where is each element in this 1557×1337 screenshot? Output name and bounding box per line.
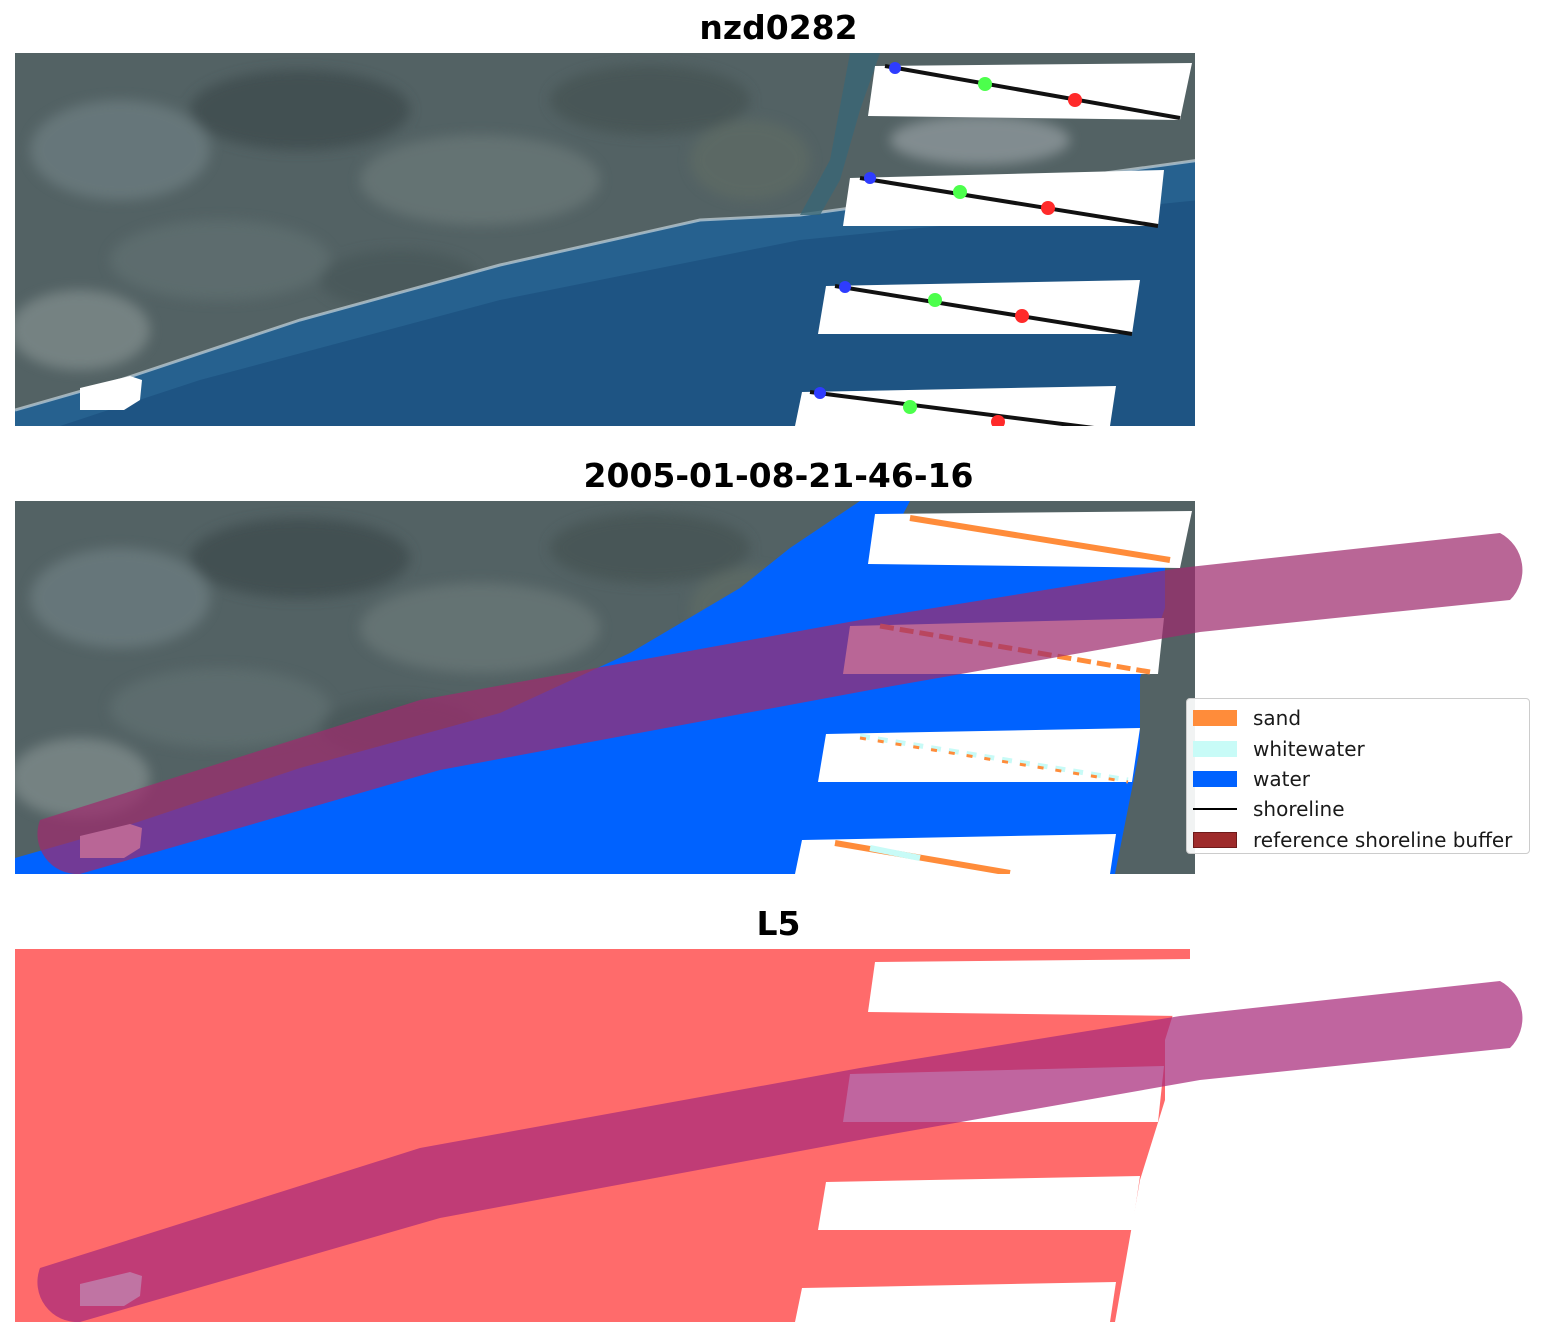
legend-label-whitewater: whitewater (1253, 736, 1365, 761)
panel-title-satellite: L5 (756, 904, 801, 943)
cloud-mask-patch (80, 376, 142, 410)
legend-item-sand: sand (1193, 703, 1523, 733)
legend-label-buffer: reference shoreline buffer (1253, 827, 1513, 852)
legend-item-buffer: reference shoreline buffer (1193, 825, 1523, 855)
classified-image-panel (15, 501, 1523, 874)
legend-swatch-buffer (1193, 831, 1237, 848)
panel-title-rgb: nzd0282 (699, 8, 858, 47)
legend-swatch-sand (1193, 710, 1237, 727)
legend-item-shoreline: shoreline (1193, 794, 1523, 824)
legend-item-water: water (1193, 764, 1523, 794)
legend-label-water: water (1253, 766, 1310, 791)
reference-shoreline-buffer-l5 (37, 981, 1523, 1322)
satellite-mask-panel (15, 949, 1523, 1322)
reference-shoreline-buffer (37, 533, 1523, 874)
panel-title-classified: 2005-01-08-21-46-16 (583, 456, 974, 495)
terrain-texture (15, 65, 1070, 370)
stripe-edge-colors (809, 62, 1181, 426)
river-channel (800, 53, 880, 215)
legend: sand whitewater water shoreline referenc… (1186, 698, 1530, 854)
rgb-image-panel (15, 53, 1195, 426)
legend-swatch-whitewater (1193, 740, 1237, 757)
legend-item-whitewater: whitewater (1193, 733, 1523, 763)
legend-label-shoreline: shoreline (1253, 797, 1345, 822)
legend-swatch-shoreline (1193, 808, 1237, 811)
legend-swatch-water (1193, 770, 1237, 787)
legend-label-sand: sand (1253, 706, 1302, 731)
cloud-mask-patch-l5 (80, 1272, 142, 1306)
